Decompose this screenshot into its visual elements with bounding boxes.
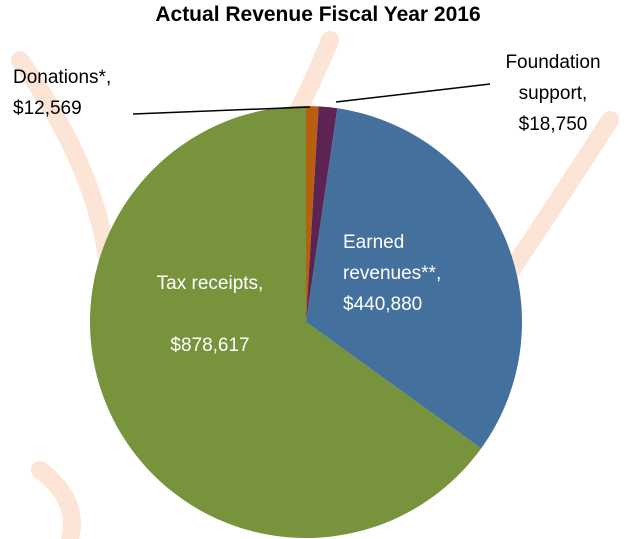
pie-slice bbox=[306, 106, 338, 322]
value-label: $878,617 bbox=[170, 335, 250, 356]
pie-slice bbox=[306, 106, 319, 322]
slice-label: Donations*, bbox=[13, 67, 112, 88]
slice-label: Earned revenues**, bbox=[343, 232, 442, 284]
leader-line bbox=[132, 106, 311, 115]
slice-label: Foundation support, bbox=[505, 52, 601, 104]
value-label: $18,750 bbox=[518, 114, 588, 135]
slice-label: Tax receipts, bbox=[156, 273, 264, 294]
pie-slice bbox=[306, 108, 522, 449]
value-label: $440,880 bbox=[343, 294, 423, 315]
value-label: $12,569 bbox=[13, 98, 82, 119]
leader-line bbox=[335, 83, 491, 103]
pie-slice bbox=[89, 106, 482, 538]
chart-title: Actual Revenue Fiscal Year 2016 bbox=[155, 3, 481, 26]
